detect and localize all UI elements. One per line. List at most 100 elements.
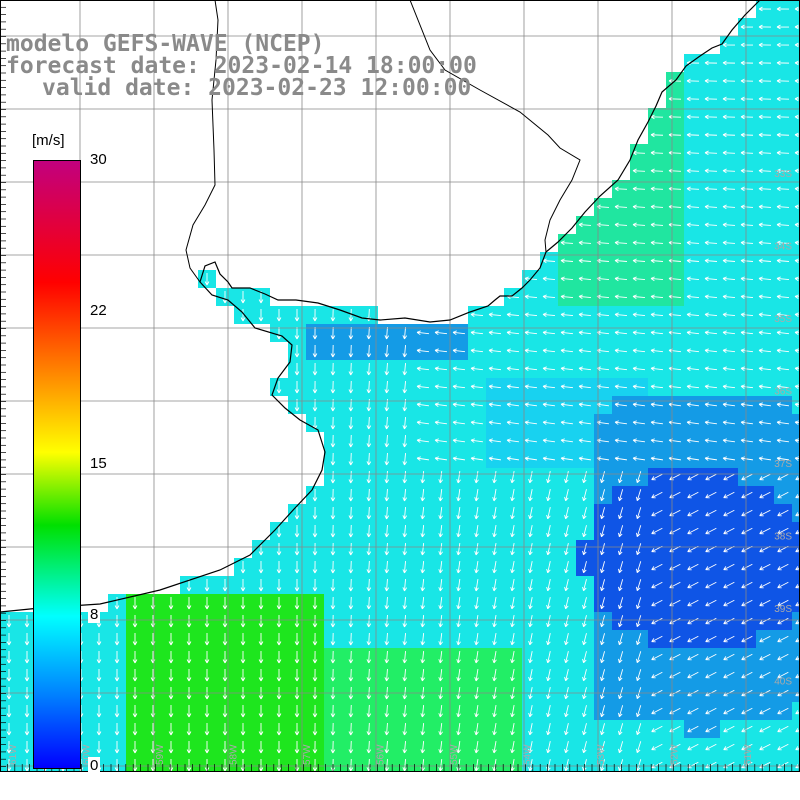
wind-arrow — [578, 366, 592, 371]
wind-arrow — [416, 438, 430, 443]
wind-arrow — [651, 473, 663, 481]
wind-arrow — [524, 294, 538, 300]
wind-arrow — [132, 597, 138, 610]
wind-arrow — [366, 470, 372, 484]
wind-arrow — [600, 471, 606, 484]
wind-arrow — [452, 420, 466, 425]
wind-arrow — [564, 597, 569, 610]
wind-arrow — [452, 330, 466, 336]
wind-arrow — [348, 488, 354, 502]
wind-arrow — [240, 597, 246, 610]
wind-arrow — [384, 722, 390, 736]
wind-arrow — [312, 668, 318, 682]
latitude-label: 35S — [774, 314, 792, 325]
wind-speed-cell — [792, 594, 800, 612]
wind-arrow — [722, 204, 736, 210]
wind-arrow — [582, 579, 587, 592]
wind-arrow — [704, 384, 718, 389]
wind-arrow — [794, 276, 800, 282]
wind-arrow — [542, 348, 556, 353]
wind-arrow — [488, 456, 502, 461]
wind-arrow — [704, 222, 718, 228]
wind-arrow — [686, 312, 700, 318]
wind-arrow — [492, 669, 497, 682]
longitude-label: 52W — [670, 744, 681, 765]
wind-arrow — [258, 723, 264, 736]
wind-arrow — [384, 668, 390, 682]
wind-arrow — [564, 507, 569, 520]
wind-arrow — [24, 741, 30, 754]
wind-arrow — [614, 294, 628, 300]
wind-arrow — [492, 561, 497, 574]
wind-arrow — [687, 725, 699, 733]
wind-arrow — [582, 651, 587, 664]
wind-arrow — [740, 294, 754, 300]
wind-arrow — [474, 597, 479, 610]
model-title: modelo GEFS-WAVE (NCEP) — [6, 31, 325, 57]
wind-arrow — [632, 366, 646, 371]
wind-arrow — [704, 366, 718, 371]
wind-arrow — [510, 471, 515, 484]
wind-arrow — [348, 470, 354, 484]
wind-arrow — [632, 222, 646, 228]
wind-arrow — [456, 506, 461, 520]
wind-arrow — [488, 348, 502, 353]
wind-arrow — [384, 470, 390, 484]
wind-arrow — [132, 633, 138, 646]
wind-arrow — [759, 527, 771, 535]
wind-arrow — [794, 330, 800, 336]
wind-arrow — [492, 651, 497, 664]
wind-arrow — [776, 402, 790, 407]
wind-arrow — [528, 759, 533, 772]
wind-arrow — [582, 543, 587, 556]
colorbar-tick-0: 0 — [88, 757, 101, 774]
wind-arrow — [488, 402, 502, 407]
wind-arrow — [416, 420, 430, 425]
wind-arrow — [564, 633, 569, 646]
wind-arrow — [132, 669, 138, 682]
wind-arrow — [722, 114, 736, 120]
wind-arrow — [204, 633, 210, 646]
wind-arrow — [582, 597, 587, 610]
wind-arrow — [705, 617, 717, 625]
wind-arrow — [758, 438, 772, 443]
wind-arrow — [510, 615, 515, 628]
wind-arrow — [420, 722, 426, 736]
wind-arrow — [6, 669, 12, 682]
wind-arrow — [740, 60, 754, 66]
wind-arrow — [96, 651, 102, 664]
wind-arrow — [758, 6, 772, 12]
wind-arrow — [416, 348, 430, 353]
wind-arrow — [168, 741, 174, 754]
wind-arrow — [686, 348, 700, 353]
wind-arrow — [758, 114, 772, 120]
wind-arrow — [528, 561, 533, 574]
wind-arrow — [741, 473, 753, 481]
wind-arrow — [759, 707, 771, 715]
wind-arrow — [759, 599, 771, 607]
wind-arrow — [434, 330, 448, 336]
wind-arrow — [168, 597, 174, 610]
wind-arrow — [488, 366, 502, 371]
wind-arrow — [474, 651, 479, 664]
wind-arrow — [546, 561, 551, 574]
wind-arrow — [777, 473, 789, 481]
wind-arrow — [722, 222, 736, 228]
wind-arrow — [6, 723, 12, 736]
wind-arrow — [510, 651, 515, 664]
wind-arrow — [438, 632, 443, 646]
wind-arrow — [186, 759, 192, 772]
wind-arrow — [330, 560, 336, 574]
wind-arrow — [402, 542, 408, 556]
wind-arrow — [723, 635, 735, 643]
wind-arrow — [614, 366, 628, 371]
wind-arrow — [578, 456, 592, 461]
wind-arrow — [542, 420, 556, 425]
wind-arrow — [506, 420, 520, 425]
border-line — [185, 0, 581, 283]
wind-arrow — [330, 434, 336, 448]
wind-arrow — [456, 470, 461, 484]
wind-arrow — [795, 584, 800, 589]
wind-arrow — [438, 704, 443, 718]
wind-arrow — [740, 240, 754, 246]
